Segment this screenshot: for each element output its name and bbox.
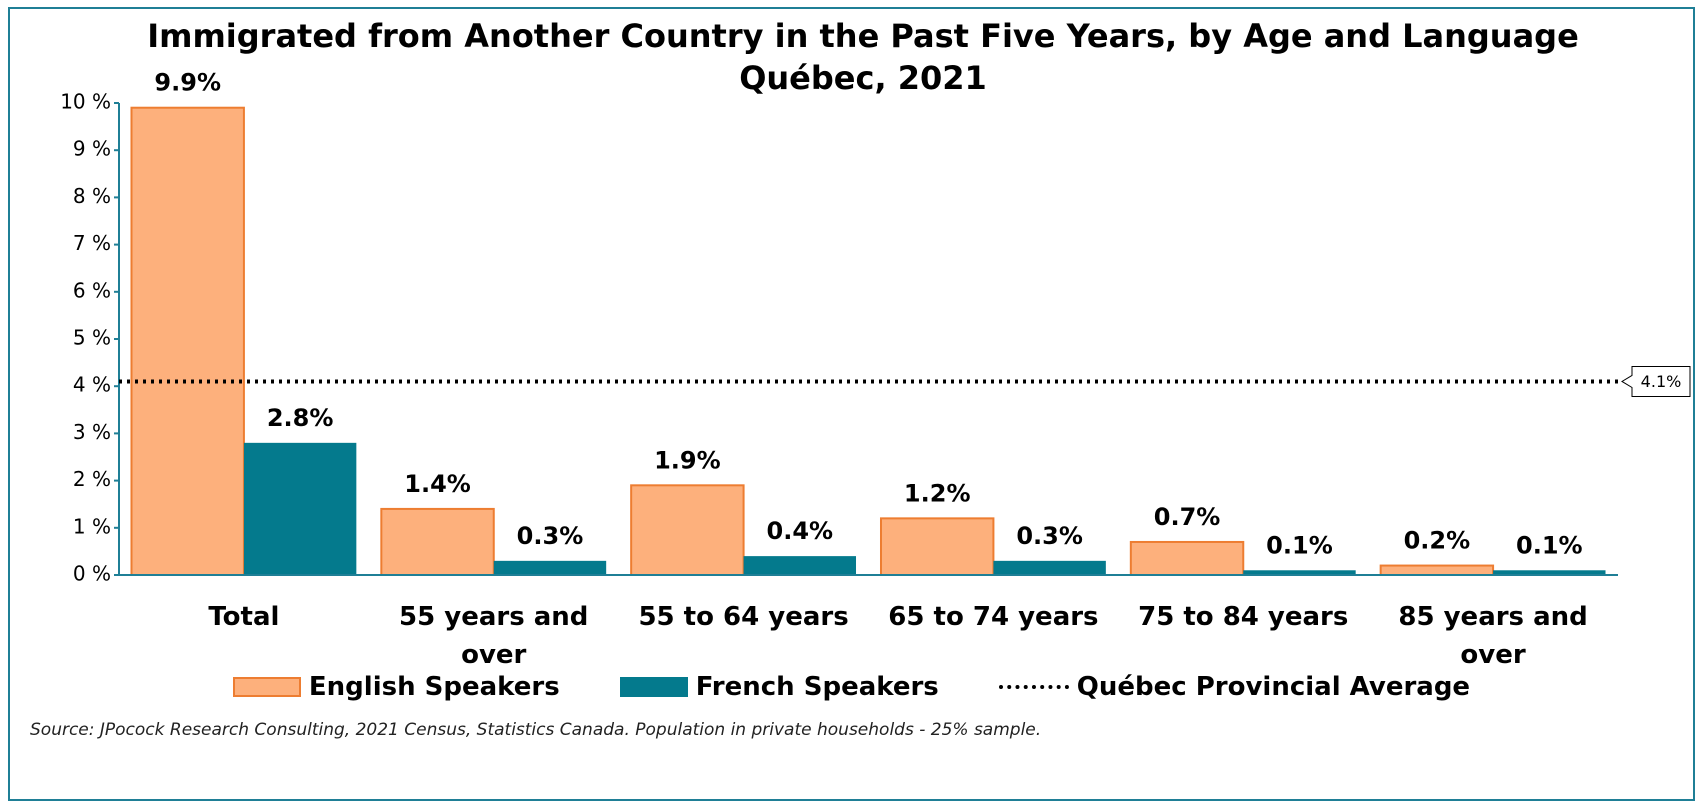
callout: [1621, 365, 1691, 397]
bar: [630, 484, 745, 577]
value-label: 0.2%: [1404, 527, 1471, 555]
value-label: 2.8%: [267, 404, 334, 432]
y-tick-label: 1 %: [73, 514, 111, 538]
y-tick-label: 3 %: [73, 420, 111, 444]
bar: [743, 556, 857, 575]
legend-swatch: [998, 685, 1069, 689]
bar: [879, 517, 995, 576]
bar: [993, 560, 1106, 575]
y-tick-label: 7 %: [73, 231, 111, 255]
value-label: 1.2%: [904, 479, 971, 507]
legend-label: English Speakers: [308, 672, 560, 702]
y-tick-label: 4 %: [73, 373, 111, 397]
legend-item: French Speakers: [619, 672, 939, 702]
x-tick-label: 75 to 84 years: [1138, 602, 1349, 632]
value-label: 0.1%: [1266, 531, 1333, 559]
value-label: 0.3%: [517, 522, 584, 550]
legend: English Speakers French Speakers Québec Pr…: [0, 672, 1703, 702]
frame: [8, 7, 1695, 801]
y-tick-label: 6 %: [73, 278, 111, 302]
value-label: 1.9%: [654, 446, 721, 474]
bar: [1493, 570, 1606, 575]
legend-swatch: [619, 677, 688, 697]
value-label: 9.9%: [154, 69, 221, 97]
legend-swatch: [232, 677, 301, 697]
legend-item: English Speakers: [232, 672, 560, 702]
value-label: 1.4%: [404, 470, 471, 498]
y-tick-label: 10 %: [60, 90, 111, 114]
reference-label: 4.1%: [1641, 372, 1682, 391]
x-tick-label: 55 years and over: [399, 602, 589, 670]
value-label: 0.3%: [1016, 522, 1083, 550]
bar: [243, 442, 357, 575]
bar: [1243, 570, 1356, 575]
chart-subtitle: Québec, 2021: [739, 59, 987, 97]
legend-label: Québec Provincial Average: [1076, 672, 1471, 702]
chart-title: Immigrated from Another Country in the P…: [147, 17, 1579, 55]
x-tick-label: 85 years and over: [1398, 602, 1588, 670]
legend-label: French Speakers: [695, 672, 939, 702]
y-tick-label: 2 %: [73, 467, 111, 491]
source: Source: JPocock Research Consulting, 202…: [30, 720, 1042, 740]
bar: [130, 106, 245, 576]
value-label: 0.4%: [767, 517, 834, 545]
y-tick-label: 5 %: [73, 326, 111, 350]
legend-item: Québec Provincial Average: [998, 672, 1471, 702]
x-tick-label: 55 to 64 years: [638, 602, 849, 632]
value-label: 0.1%: [1516, 531, 1583, 559]
bar: [493, 560, 607, 575]
x-tick-label: 65 to 74 years: [888, 602, 1099, 632]
y-tick-label: 8 %: [73, 184, 111, 208]
bar: [1379, 564, 1495, 576]
y-tick-label: 0 %: [73, 562, 111, 586]
y-tick-label: 9 %: [73, 137, 111, 161]
value-label: 0.7%: [1154, 503, 1221, 531]
bar: [380, 507, 495, 577]
x-tick-label: Total: [208, 602, 280, 632]
bar: [1129, 540, 1245, 577]
